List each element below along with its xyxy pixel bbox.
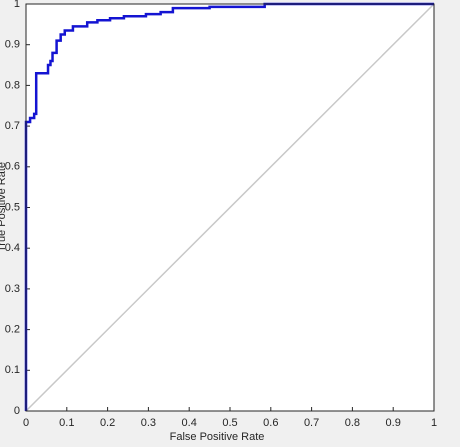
x-tick-label: 0.8 (345, 417, 360, 429)
x-axis-label: False Positive Rate (170, 431, 265, 443)
x-tick-label: 0.6 (263, 417, 278, 429)
y-tick-label: 0.3 (5, 283, 20, 295)
y-tick-label: 0.1 (5, 364, 20, 376)
y-tick-label: 0 (14, 405, 20, 417)
line (25, 3, 435, 412)
y-tick-label: 0.4 (5, 242, 20, 254)
axes-box (25, 3, 435, 412)
x-tick-label: 0.3 (141, 417, 156, 429)
x-tick-label: 0.5 (222, 417, 237, 429)
x-tick-label: 0.2 (100, 417, 115, 429)
y-tick-label: 0.2 (5, 324, 20, 336)
y-tick-label: 0.9 (5, 39, 20, 51)
y-tick-label: 0.6 (5, 161, 20, 173)
y-tick-label: 0.8 (5, 79, 20, 91)
x-tick-label: 0 (23, 417, 29, 429)
x-tick-label: 0.7 (304, 417, 319, 429)
line (24, 2, 434, 411)
x-tick-label: 0.1 (59, 417, 74, 429)
x-tick-label: 1 (431, 417, 437, 429)
y-tick-label: 1 (14, 0, 20, 10)
y-tick-label: 0.7 (5, 120, 20, 132)
y-axis-label: True Positive Rate (0, 162, 8, 252)
y-tick-label: 0.5 (5, 201, 20, 213)
x-tick-label: 0.9 (386, 417, 401, 429)
x-tick-label: 0.4 (182, 417, 197, 429)
